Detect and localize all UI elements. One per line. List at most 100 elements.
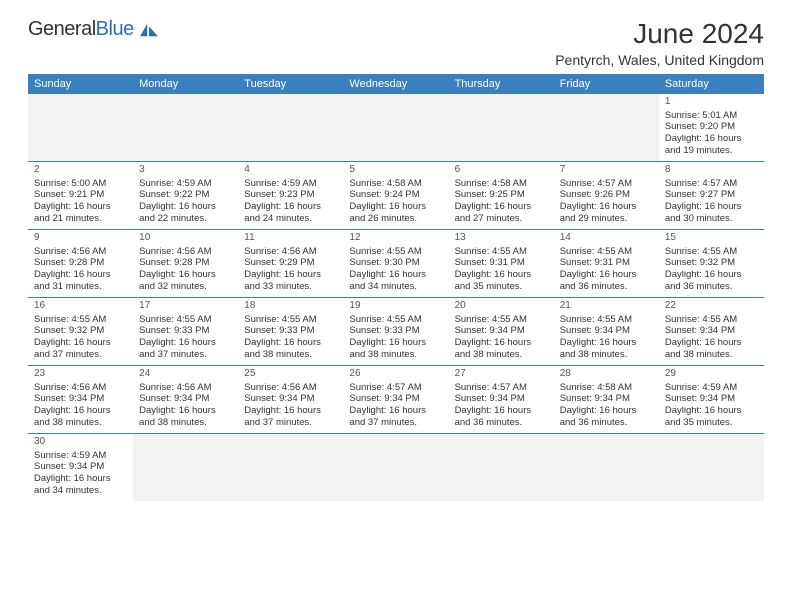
daylight-line-2: and 38 minutes.	[665, 349, 758, 361]
day-cell: 11Sunrise: 4:56 AMSunset: 9:29 PMDayligh…	[238, 230, 343, 298]
calendar-grid: 1Sunrise: 5:01 AMSunset: 9:20 PMDaylight…	[28, 94, 764, 501]
day-number: 16	[34, 300, 127, 313]
sunrise-line: Sunrise: 4:57 AM	[349, 382, 442, 394]
day-cell: 9Sunrise: 4:56 AMSunset: 9:28 PMDaylight…	[28, 230, 133, 298]
sunrise-line: Sunrise: 4:55 AM	[139, 314, 232, 326]
sunrise-line: Sunrise: 4:58 AM	[455, 178, 548, 190]
daylight-line-1: Daylight: 16 hours	[665, 337, 758, 349]
sunset-line: Sunset: 9:33 PM	[139, 325, 232, 337]
daylight-line-1: Daylight: 16 hours	[560, 269, 653, 281]
brand-name: GeneralBlue	[28, 18, 134, 41]
daylight-line-2: and 33 minutes.	[244, 281, 337, 293]
day-cell: 1Sunrise: 5:01 AMSunset: 9:20 PMDaylight…	[659, 94, 764, 162]
empty-cell	[554, 434, 659, 501]
daylight-line-1: Daylight: 16 hours	[665, 133, 758, 145]
day-cell: 24Sunrise: 4:56 AMSunset: 9:34 PMDayligh…	[133, 366, 238, 434]
sunset-line: Sunset: 9:34 PM	[560, 325, 653, 337]
weekday-header: Saturday	[659, 74, 764, 94]
day-number: 10	[139, 232, 232, 245]
day-cell: 18Sunrise: 4:55 AMSunset: 9:33 PMDayligh…	[238, 298, 343, 366]
sunset-line: Sunset: 9:34 PM	[139, 393, 232, 405]
sunrise-line: Sunrise: 4:56 AM	[34, 246, 127, 258]
daylight-line-2: and 32 minutes.	[139, 281, 232, 293]
empty-cell	[343, 94, 448, 162]
sunrise-line: Sunrise: 4:58 AM	[560, 382, 653, 394]
daylight-line-2: and 36 minutes.	[455, 417, 548, 429]
brand-name-a: General	[28, 18, 96, 40]
day-number: 29	[665, 368, 758, 381]
sunrise-line: Sunrise: 4:55 AM	[560, 246, 653, 258]
daylight-line-2: and 34 minutes.	[349, 281, 442, 293]
day-cell: 20Sunrise: 4:55 AMSunset: 9:34 PMDayligh…	[449, 298, 554, 366]
weekday-header: Sunday	[28, 74, 133, 94]
sunrise-line: Sunrise: 5:01 AM	[665, 110, 758, 122]
sunset-line: Sunset: 9:23 PM	[244, 189, 337, 201]
day-number: 20	[455, 300, 548, 313]
day-number: 11	[244, 232, 337, 245]
daylight-line-2: and 36 minutes.	[560, 417, 653, 429]
sunset-line: Sunset: 9:28 PM	[139, 257, 232, 269]
header: GeneralBlue June 2024 Pentyrch, Wales, U…	[28, 18, 764, 68]
sunset-line: Sunset: 9:25 PM	[455, 189, 548, 201]
month-title: June 2024	[555, 18, 764, 50]
daylight-line-2: and 21 minutes.	[34, 213, 127, 225]
daylight-line-1: Daylight: 16 hours	[34, 473, 127, 485]
sunset-line: Sunset: 9:34 PM	[34, 393, 127, 405]
weekday-header-row: SundayMondayTuesdayWednesdayThursdayFrid…	[28, 74, 764, 94]
daylight-line-1: Daylight: 16 hours	[455, 201, 548, 213]
daylight-line-2: and 35 minutes.	[455, 281, 548, 293]
day-cell: 17Sunrise: 4:55 AMSunset: 9:33 PMDayligh…	[133, 298, 238, 366]
empty-cell	[449, 94, 554, 162]
day-number: 17	[139, 300, 232, 313]
daylight-line-2: and 35 minutes.	[665, 417, 758, 429]
daylight-line-1: Daylight: 16 hours	[665, 201, 758, 213]
sunrise-line: Sunrise: 4:56 AM	[139, 382, 232, 394]
daylight-line-2: and 31 minutes.	[34, 281, 127, 293]
sunrise-line: Sunrise: 4:59 AM	[244, 178, 337, 190]
daylight-line-2: and 37 minutes.	[139, 349, 232, 361]
sunset-line: Sunset: 9:24 PM	[349, 189, 442, 201]
daylight-line-2: and 38 minutes.	[455, 349, 548, 361]
sunset-line: Sunset: 9:34 PM	[665, 393, 758, 405]
sunset-line: Sunset: 9:28 PM	[34, 257, 127, 269]
daylight-line-1: Daylight: 16 hours	[349, 337, 442, 349]
day-cell: 13Sunrise: 4:55 AMSunset: 9:31 PMDayligh…	[449, 230, 554, 298]
weekday-header: Monday	[133, 74, 238, 94]
day-cell: 29Sunrise: 4:59 AMSunset: 9:34 PMDayligh…	[659, 366, 764, 434]
day-number: 25	[244, 368, 337, 381]
day-number: 8	[665, 164, 758, 177]
sunset-line: Sunset: 9:34 PM	[455, 325, 548, 337]
empty-cell	[449, 434, 554, 501]
calendar: SundayMondayTuesdayWednesdayThursdayFrid…	[28, 74, 764, 501]
daylight-line-2: and 38 minutes.	[349, 349, 442, 361]
day-number: 19	[349, 300, 442, 313]
sunrise-line: Sunrise: 4:59 AM	[34, 450, 127, 462]
sunrise-line: Sunrise: 4:58 AM	[349, 178, 442, 190]
empty-cell	[133, 94, 238, 162]
day-number: 14	[560, 232, 653, 245]
sunrise-line: Sunrise: 4:55 AM	[244, 314, 337, 326]
day-number: 30	[34, 436, 127, 449]
daylight-line-1: Daylight: 16 hours	[455, 337, 548, 349]
daylight-line-2: and 27 minutes.	[455, 213, 548, 225]
day-cell: 19Sunrise: 4:55 AMSunset: 9:33 PMDayligh…	[343, 298, 448, 366]
daylight-line-2: and 36 minutes.	[560, 281, 653, 293]
daylight-line-1: Daylight: 16 hours	[244, 337, 337, 349]
sunset-line: Sunset: 9:29 PM	[244, 257, 337, 269]
daylight-line-1: Daylight: 16 hours	[560, 201, 653, 213]
sunset-line: Sunset: 9:34 PM	[349, 393, 442, 405]
daylight-line-2: and 38 minutes.	[139, 417, 232, 429]
daylight-line-2: and 30 minutes.	[665, 213, 758, 225]
empty-cell	[238, 94, 343, 162]
daylight-line-1: Daylight: 16 hours	[349, 269, 442, 281]
sunrise-line: Sunrise: 4:55 AM	[34, 314, 127, 326]
day-number: 9	[34, 232, 127, 245]
daylight-line-1: Daylight: 16 hours	[665, 405, 758, 417]
daylight-line-1: Daylight: 16 hours	[34, 337, 127, 349]
sunrise-line: Sunrise: 4:59 AM	[139, 178, 232, 190]
day-number: 3	[139, 164, 232, 177]
sunset-line: Sunset: 9:32 PM	[665, 257, 758, 269]
day-number: 4	[244, 164, 337, 177]
day-cell: 10Sunrise: 4:56 AMSunset: 9:28 PMDayligh…	[133, 230, 238, 298]
weekday-header: Tuesday	[238, 74, 343, 94]
